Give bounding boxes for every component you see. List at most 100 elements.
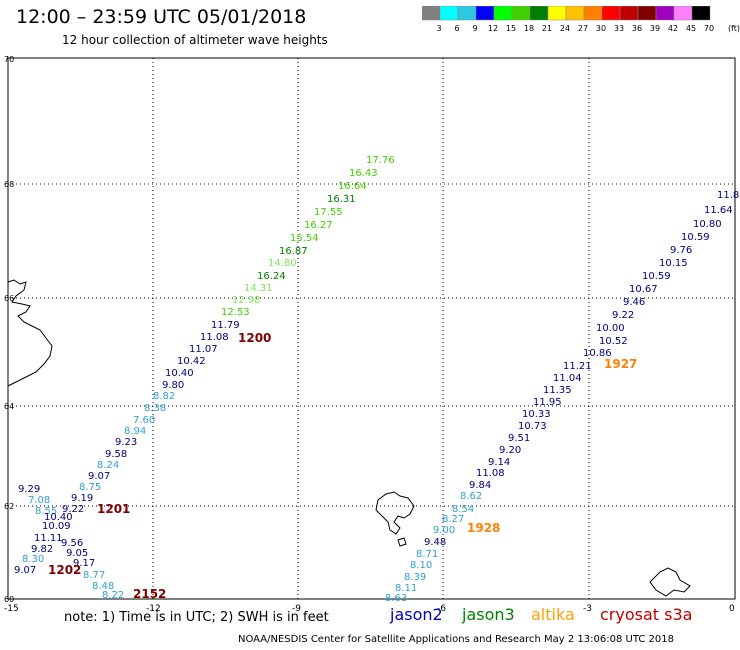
wave-height-label: 10.00 [596, 323, 625, 334]
pass-time-label: 1928 [467, 521, 500, 535]
y-tick-label: 64 [4, 402, 14, 411]
islet [397, 537, 407, 547]
pass-time-label: 1202 [48, 563, 81, 577]
color-swatch [439, 6, 459, 21]
wave-height-label: 12.53 [221, 307, 250, 318]
wave-height-label: 9.19 [71, 493, 93, 504]
pass-time-label: 1201 [97, 502, 130, 516]
color-scale-label: 15 [506, 24, 516, 33]
color-swatch [475, 6, 495, 21]
wave-height-label: 9.05 [66, 548, 88, 559]
graticule [8, 58, 735, 599]
color-swatch [619, 6, 639, 21]
color-swatch [493, 6, 513, 21]
color-swatch [637, 6, 657, 21]
wave-height-label: 11.95 [533, 397, 562, 408]
color-swatch [565, 6, 585, 21]
wave-height-label: 9.23 [115, 437, 137, 448]
color-scale-label: 24 [560, 24, 570, 33]
legend-jason3: jason3 [462, 605, 515, 624]
color-swatch [547, 6, 567, 21]
wave-height-label: 16.31 [327, 194, 356, 205]
footer-credit: NOAA/NESDIS Center for Satellite Applica… [238, 634, 674, 645]
x-tick-label: -9 [292, 604, 301, 614]
color-scale-label: 30 [596, 24, 606, 33]
color-scale-label: 9 [472, 24, 477, 33]
wave-height-label: 11.35 [543, 385, 572, 396]
wave-height-label: 17.76 [366, 155, 395, 166]
faroe-islands [375, 491, 415, 535]
wave-height-label: 10.33 [522, 409, 551, 420]
color-swatch [583, 6, 603, 21]
wave-height-label: 11.07 [189, 344, 218, 355]
color-swatch [601, 6, 621, 21]
wave-height-label: 11.79 [211, 320, 240, 331]
plot-frame [7, 57, 736, 600]
color-scale-label: 39 [650, 24, 660, 33]
wave-height-label: 11.08 [200, 332, 229, 343]
x-tick-label: 0 [729, 604, 735, 614]
color-scale-label: 33 [614, 24, 624, 33]
coastlines [7, 279, 691, 597]
x-axis-labels: -15 -12 -9 -6 -3 0 [4, 604, 735, 614]
color-scale-label: 3 [436, 24, 441, 33]
wave-height-label: 11.08 [476, 468, 505, 479]
wave-height-label: 10.73 [518, 421, 547, 432]
wave-height-label: 16.24 [257, 271, 286, 282]
wave-height-label: 8.62 [460, 491, 482, 502]
wave-height-label: 10.59 [681, 232, 710, 243]
color-scale-label: 21 [542, 24, 552, 33]
y-tick-label: 62 [4, 502, 14, 511]
color-scale-label: 70 [704, 24, 714, 33]
wave-height-label: 9.22 [62, 504, 84, 515]
wave-height-label: 16.87 [279, 246, 308, 257]
time-labels: 1200 1201 1202 2152 1927 1928 [48, 331, 637, 601]
wave-height-label: 8.82 [153, 391, 175, 402]
wave-height-label: 7.60 [133, 415, 155, 426]
wave-height-label: 9.07 [14, 565, 36, 576]
color-scale-label: 12 [488, 24, 498, 33]
wave-height-label: 10.67 [629, 284, 658, 295]
legend-altika: altika [531, 605, 575, 624]
shetland-islands [649, 567, 691, 597]
wave-height-label: 16.43 [349, 168, 378, 179]
wave-height-label: 9.48 [424, 537, 446, 548]
color-scale-label: 27 [578, 24, 588, 33]
pass-time-label: 1200 [238, 331, 271, 345]
wave-height-label: 10.42 [177, 356, 206, 367]
wave-height-label: 8.22 [102, 590, 124, 601]
wave-height-label: 8.30 [22, 554, 44, 565]
page-title: 12:00 – 23:59 UTC 05/01/2018 [16, 6, 307, 28]
x-tick-label: -6 [437, 604, 446, 614]
wave-height-label: 10.15 [659, 258, 688, 269]
wave-height-label: 9.56 [61, 538, 83, 549]
pass-time-label: 2152 [133, 587, 166, 601]
wave-height-label: 11.04 [553, 373, 582, 384]
x-tick-label: -12 [146, 604, 161, 614]
x-tick-label: -15 [4, 604, 19, 614]
wave-height-label: 7.08 [28, 495, 50, 506]
color-swatch [511, 6, 531, 21]
wave-height-label: 8.24 [97, 460, 119, 471]
wave-height-label: 9.84 [469, 480, 491, 491]
wave-height-label: 14.80 [268, 258, 297, 269]
wave-height-label: 8.75 [79, 482, 101, 493]
wave-height-label: 16.64 [338, 181, 367, 192]
y-tick-label: 66 [4, 294, 14, 303]
wave-height-label: 11.21 [563, 361, 592, 372]
wave-height-label: 10.52 [599, 336, 628, 347]
wave-height-label: 10.80 [693, 219, 722, 230]
legend-cryosat-s3a: cryosat s3a [600, 605, 693, 624]
wave-height-label: 9.14 [488, 457, 510, 468]
page-subtitle: 12 hour collection of altimeter wave hei… [62, 33, 328, 47]
color-scale-label: 42 [668, 24, 678, 33]
wave-height-label: 10.86 [583, 348, 612, 359]
wave-height-label: 12.98 [232, 295, 261, 306]
wave-height-label: 9.07 [88, 471, 110, 482]
color-scale-bar: 3 6 9 12 15 18 21 24 27 30 33 36 39 42 45 70 (ft) [422, 6, 740, 33]
wave-height-label: 8.63 [385, 593, 407, 604]
wave-height-label: 8.48 [92, 581, 114, 592]
wave-height-label: 8.54 [452, 504, 474, 515]
wave-height-label: 16.27 [304, 220, 333, 231]
wave-height-label: 8.71 [416, 549, 438, 560]
